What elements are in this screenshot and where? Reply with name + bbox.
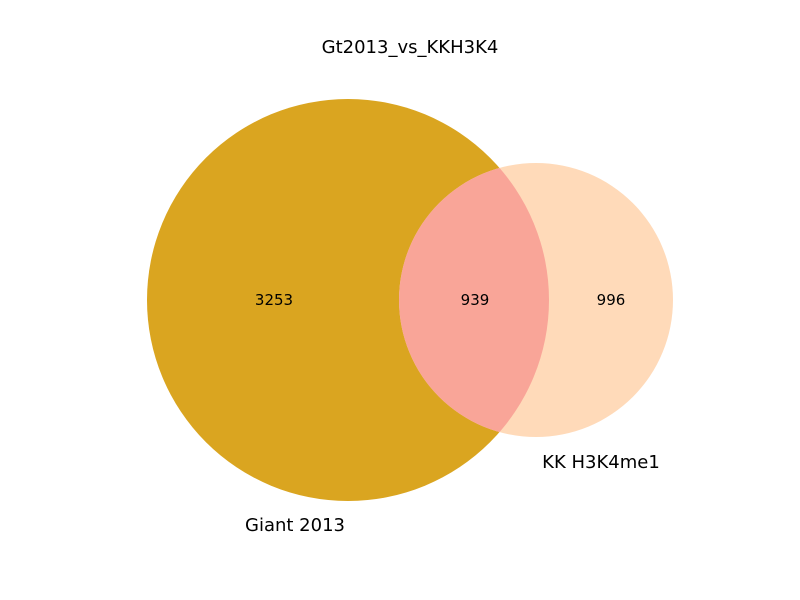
count-only-b: 996 bbox=[597, 291, 626, 309]
set-b-label: KK H3K4me1 bbox=[542, 452, 660, 473]
count-only-a: 3253 bbox=[255, 291, 293, 309]
chart-title: Gt2013_vs_KKH3K4 bbox=[322, 37, 499, 58]
count-intersection: 939 bbox=[461, 291, 490, 309]
set-a-label: Giant 2013 bbox=[245, 515, 345, 536]
intersection-region bbox=[399, 163, 549, 437]
